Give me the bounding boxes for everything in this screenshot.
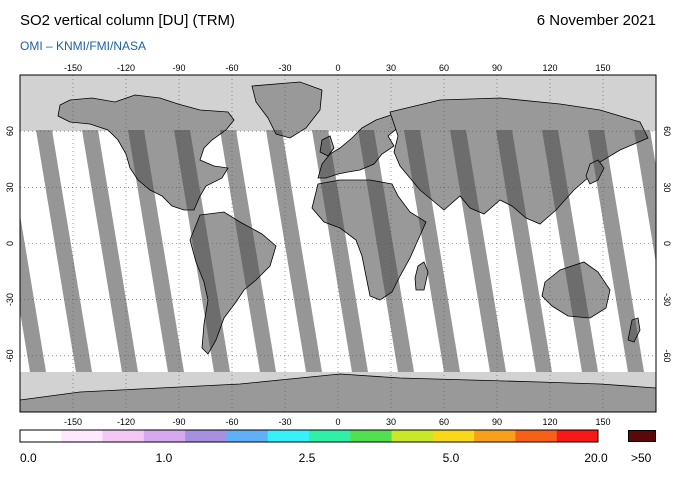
longitude-tick-label: -60 — [225, 417, 238, 427]
colorbar-segment — [557, 430, 599, 442]
latitude-tick-label: 0 — [662, 241, 672, 246]
colorbar-segment — [350, 430, 392, 442]
colorbar-segment — [20, 430, 62, 442]
colorbar-segment — [144, 430, 186, 442]
longitude-tick-label: 60 — [439, 63, 449, 73]
latitude-tick-label: 60 — [662, 126, 672, 136]
longitude-tick-label: -120 — [117, 63, 135, 73]
longitude-tick-label: 0 — [335, 417, 340, 427]
longitude-tick-label: 30 — [386, 417, 396, 427]
colorbar-label: 0.0 — [20, 451, 37, 465]
longitude-tick-label: 120 — [542, 417, 557, 427]
colorbar-segment — [474, 430, 516, 442]
colorbar-segment — [309, 430, 351, 442]
longitude-tick-label: 90 — [492, 63, 502, 73]
colorbar-segment — [103, 430, 145, 442]
colorbar-max-label: >50 — [631, 451, 651, 465]
longitude-tick-label: -150 — [64, 63, 82, 73]
longitude-tick-label: -90 — [172, 417, 185, 427]
latitude-tick-label: -30 — [662, 293, 672, 306]
latitude-tick-label: -30 — [5, 293, 15, 306]
colorbar-segment — [392, 430, 434, 442]
longitude-tick-label: 150 — [595, 63, 610, 73]
colorbar-segment — [433, 430, 475, 442]
longitude-tick-label: 120 — [542, 63, 557, 73]
latitude-tick-label: 30 — [662, 182, 672, 192]
longitude-tick-label: -60 — [225, 63, 238, 73]
longitude-tick-label: -120 — [117, 417, 135, 427]
latitude-tick-label: -60 — [5, 349, 15, 362]
colorbar — [20, 430, 599, 442]
colorbar-segment — [61, 430, 103, 442]
colorbar-label: 1.0 — [156, 451, 173, 465]
colorbar-label: 20.0 — [584, 451, 607, 465]
latitude-tick-label: 60 — [5, 126, 15, 136]
longitude-tick-label: 30 — [386, 63, 396, 73]
longitude-tick-label: -150 — [64, 417, 82, 427]
colorbar-segment — [515, 430, 557, 442]
colorbar-max-swatch — [628, 430, 656, 442]
colorbar-label: 5.0 — [443, 451, 460, 465]
latitude-tick-label: 0 — [5, 241, 15, 246]
longitude-tick-label: -90 — [172, 63, 185, 73]
longitude-tick-label: 150 — [595, 417, 610, 427]
longitude-tick-label: 90 — [492, 417, 502, 427]
longitude-tick-label: 60 — [439, 417, 449, 427]
longitude-tick-label: 0 — [335, 63, 340, 73]
latitude-tick-label: -60 — [662, 349, 672, 362]
colorbar-segment — [185, 430, 227, 442]
colorbar-segment — [268, 430, 310, 442]
latitude-tick-label: 30 — [5, 182, 15, 192]
longitude-tick-label: -30 — [278, 63, 291, 73]
colorbar-label: 2.5 — [299, 451, 316, 465]
longitude-tick-label: -30 — [278, 417, 291, 427]
colorbar-segment — [226, 430, 268, 442]
